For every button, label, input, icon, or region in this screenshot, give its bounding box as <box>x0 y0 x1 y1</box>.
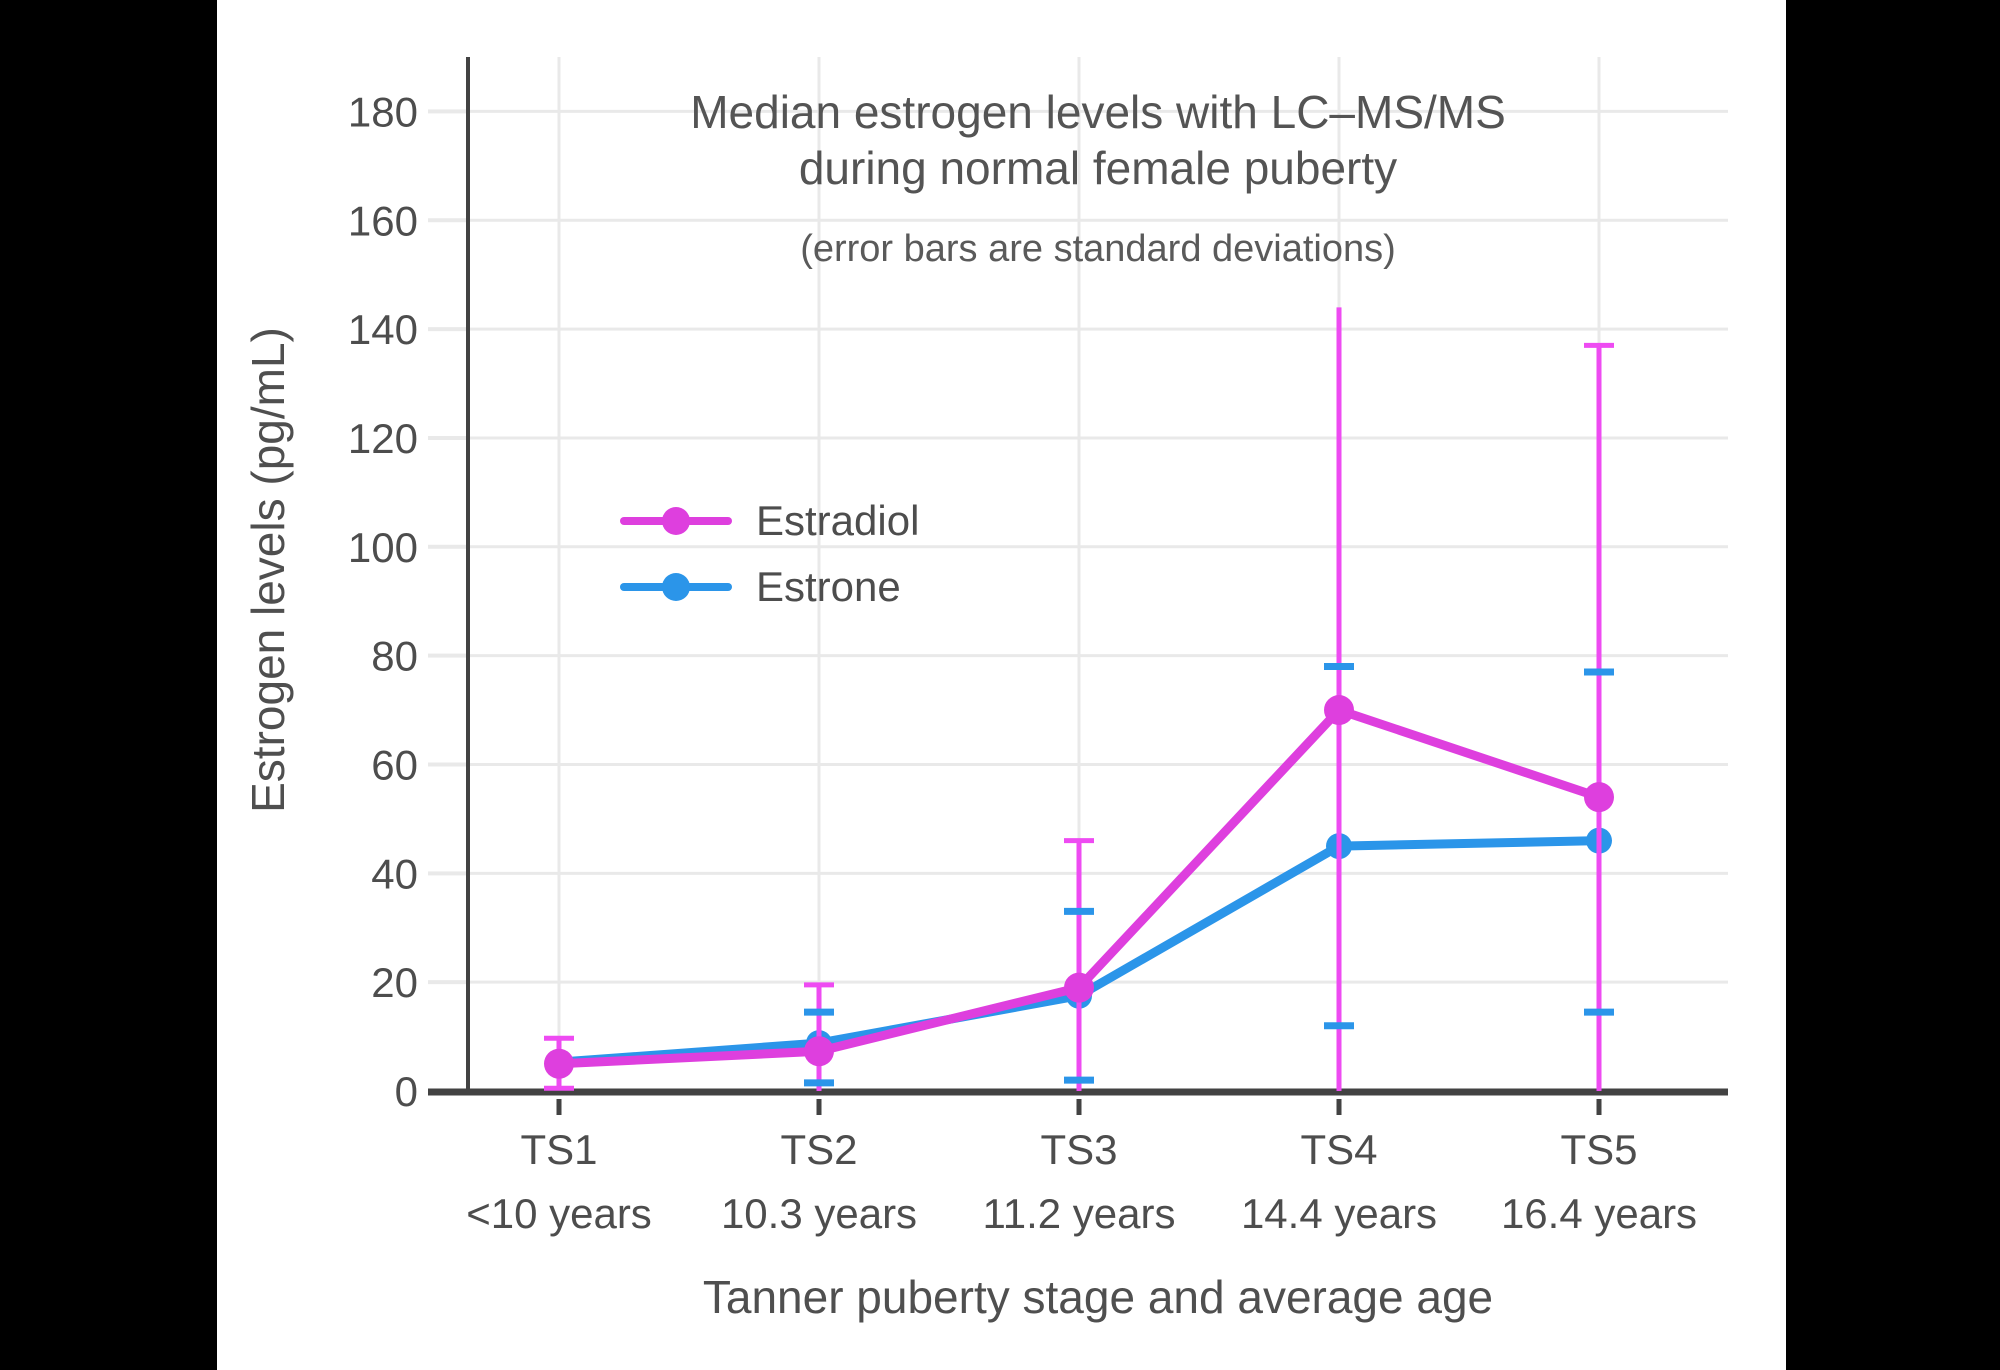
chart-title-line1: Median estrogen levels with LC–MS/MS <box>690 86 1506 138</box>
y-tick-label: 180 <box>348 88 418 135</box>
chart-title: Median estrogen levels with LC–MS/MS dur… <box>468 84 1728 196</box>
estradiol-point <box>544 1048 574 1079</box>
legend-item-estrone: Estrone <box>620 564 919 610</box>
x-age-label: 10.3 years <box>721 1190 917 1237</box>
y-tick-label: 120 <box>348 415 418 462</box>
y-tick-label: 140 <box>348 306 418 353</box>
estradiol-point <box>1064 972 1094 1003</box>
y-axis-title: Estrogen levels (pg/mL) <box>242 327 294 813</box>
x-age-label: 16.4 years <box>1501 1190 1697 1237</box>
estradiol-swatch-icon <box>620 505 732 537</box>
x-tick-label: TS5 <box>1560 1126 1637 1173</box>
x-tick-label: TS1 <box>520 1126 597 1173</box>
y-tick-label: 80 <box>371 633 418 680</box>
estradiol-point <box>1584 782 1614 813</box>
estradiol-point <box>804 1036 834 1067</box>
legend-label-estrone: Estrone <box>756 563 901 610</box>
x-age-label: <10 years <box>466 1190 652 1237</box>
x-axis-title: Tanner puberty stage and average age <box>702 1271 1494 1323</box>
y-tick-label: 100 <box>348 524 418 571</box>
y-tick-label: 60 <box>371 741 418 788</box>
y-tick-label: 0 <box>395 1068 418 1115</box>
x-tick-label: TS3 <box>1040 1126 1117 1173</box>
chart-subtitle: (error bars are standard deviations) <box>800 228 1396 270</box>
y-tick-label: 20 <box>371 959 418 1006</box>
chart-panel <box>217 0 1786 1370</box>
x-tick-label: TS4 <box>1300 1126 1377 1173</box>
estrone-swatch-icon <box>620 571 732 603</box>
legend-item-estradiol: Estradiol <box>620 498 919 544</box>
legend: Estradiol Estrone <box>620 498 919 630</box>
chart-title-line2: during normal female puberty <box>798 142 1398 194</box>
x-tick-label: TS2 <box>780 1126 857 1173</box>
legend-label-estradiol: Estradiol <box>756 497 920 544</box>
y-tick-label: 40 <box>371 850 418 897</box>
x-age-label: 14.4 years <box>1241 1190 1437 1237</box>
y-tick-label: 160 <box>348 197 418 244</box>
estradiol-point <box>1324 695 1354 726</box>
x-age-label: 11.2 years <box>983 1190 1176 1237</box>
